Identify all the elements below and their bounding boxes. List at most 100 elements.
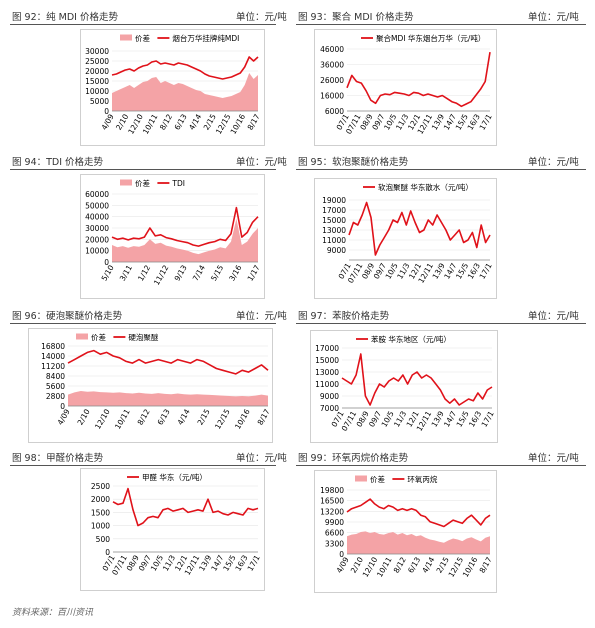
- chart-mdi-pure: 0500010000150002000025000300004/092/1012…: [85, 33, 262, 136]
- legend-label: 软泡聚醚 华东散水（元/吨）: [378, 182, 473, 192]
- x-tick-label: 17/1: [480, 409, 496, 428]
- chart-title: 图 96：硬泡聚醚价格走势: [12, 311, 123, 322]
- x-tick-label: 4/09: [335, 555, 351, 574]
- y-tick-label: 0: [104, 258, 109, 267]
- x-tick-label: 10/16: [461, 555, 480, 578]
- y-tick-label: 5600: [46, 382, 65, 391]
- y-tick-label: 7000: [320, 404, 339, 413]
- x-tick-label: 4/14: [176, 407, 192, 426]
- x-tick-label: 10/11: [141, 112, 160, 135]
- y-tick-label: 2500: [91, 482, 110, 491]
- series-area: [68, 391, 268, 406]
- x-tick-label: 8/17: [256, 407, 272, 426]
- divider: [296, 323, 586, 324]
- unit-label: 单位：元/吨: [236, 12, 287, 23]
- y-tick-label: 0: [339, 550, 344, 559]
- y-tick-label: 5000: [90, 97, 109, 106]
- x-tick-label: 1/17: [246, 263, 262, 282]
- unit-label: 单位：元/吨: [528, 311, 579, 322]
- divider: [296, 169, 586, 170]
- y-tick-label: 40000: [85, 213, 109, 222]
- legend-swatch: [120, 34, 132, 41]
- series-line: [111, 56, 259, 80]
- y-tick-label: 10000: [85, 87, 109, 96]
- chart-title: 图 97：苯胺价格走势: [298, 311, 390, 322]
- divider: [296, 24, 586, 25]
- x-tick-label: 1/12: [136, 263, 152, 282]
- chart-title: 图 94：TDI 价格走势: [12, 157, 104, 168]
- x-tick-label: 8/17: [478, 555, 494, 574]
- y-tick-label: 6000: [325, 107, 344, 116]
- y-tick-label: 10000: [85, 247, 109, 256]
- y-tick-label: 17000: [315, 344, 339, 353]
- x-tick-label: 2/10: [76, 407, 92, 426]
- y-tick-label: 30000: [85, 47, 109, 56]
- chart-propylene-oxide: 03300660099001320016500198004/092/1012/1…: [320, 474, 494, 579]
- x-tick-label: 10/11: [375, 555, 394, 578]
- x-tick-label: 9/13: [173, 263, 189, 282]
- x-tick-label: 4/09: [56, 407, 72, 426]
- x-tick-label: 17/1: [478, 261, 494, 280]
- y-tick-label: 46000: [320, 45, 344, 54]
- series-line: [341, 353, 493, 406]
- chart-frame: [80, 468, 265, 591]
- y-tick-label: 2000: [91, 495, 110, 504]
- y-tick-label: 13000: [322, 226, 346, 235]
- x-tick-label: 8/12: [158, 112, 174, 131]
- series-area: [112, 73, 258, 111]
- legend-label: 烟台万华挂牌纯MDI: [172, 33, 239, 43]
- y-tick-label: 26000: [320, 76, 344, 85]
- x-tick-label: 4/14: [420, 555, 436, 574]
- legend-swatch: [120, 179, 132, 186]
- y-tick-label: 13200: [320, 507, 344, 516]
- x-tick-label: 12/10: [93, 407, 112, 430]
- chart-frame: [314, 470, 497, 593]
- x-tick-label: 8/12: [136, 407, 152, 426]
- legend-label: 苯胺 华东地区（元/吨）: [371, 334, 451, 344]
- legend-label: TDI: [171, 179, 185, 188]
- legend-swatch: [76, 333, 88, 340]
- y-tick-label: 8400: [46, 372, 65, 381]
- x-tick-label: 6/13: [173, 112, 189, 131]
- y-tick-label: 11200: [41, 362, 65, 371]
- legend-label: 甲醛 华东（元/吨）: [142, 472, 207, 482]
- series-line: [348, 201, 491, 256]
- chart-frame: [314, 178, 497, 299]
- y-tick-label: 20000: [85, 235, 109, 244]
- y-tick-label: 16500: [320, 497, 344, 506]
- legend-label: 聚合MDI 华东烟台万华（元/吨）: [376, 33, 485, 43]
- chart-title: 图 99：环氧丙烷价格走势: [298, 453, 409, 464]
- y-tick-label: 17000: [322, 206, 346, 215]
- y-tick-label: 9000: [320, 392, 339, 401]
- x-tick-label: 12/15: [213, 407, 232, 430]
- y-tick-label: 500: [96, 535, 111, 544]
- x-tick-label: 10/11: [113, 407, 132, 430]
- y-tick-label: 15000: [315, 356, 339, 365]
- x-tick-label: 17/1: [246, 553, 262, 572]
- y-tick-label: 15000: [85, 77, 109, 86]
- y-tick-label: 50000: [85, 201, 109, 210]
- y-tick-label: 1000: [91, 522, 110, 531]
- divider: [296, 465, 586, 466]
- x-tick-label: 6/13: [406, 555, 422, 574]
- chart-title: 图 93：聚合 MDI 价格走势: [298, 12, 414, 23]
- x-tick-label: 11/12: [152, 263, 171, 286]
- x-tick-label: 17/1: [478, 112, 494, 131]
- unit-label: 单位：元/吨: [236, 453, 287, 464]
- y-tick-label: 0: [104, 107, 109, 116]
- y-tick-label: 9000: [327, 246, 346, 255]
- y-tick-label: 30000: [85, 224, 109, 233]
- divider: [10, 24, 276, 25]
- y-tick-label: 60000: [85, 190, 109, 199]
- x-tick-label: 5/15: [209, 263, 225, 282]
- divider: [10, 465, 276, 466]
- chart-frame: [314, 29, 497, 146]
- chart-aniline: 700090001100013000150001700007/107/1108/…: [315, 334, 496, 433]
- divider: [10, 323, 276, 324]
- series-line: [346, 51, 491, 108]
- series-line: [112, 487, 259, 527]
- x-tick-label: 5/10: [100, 263, 116, 282]
- legend-label: 价差: [135, 178, 150, 188]
- x-tick-label: 10/16: [233, 407, 252, 430]
